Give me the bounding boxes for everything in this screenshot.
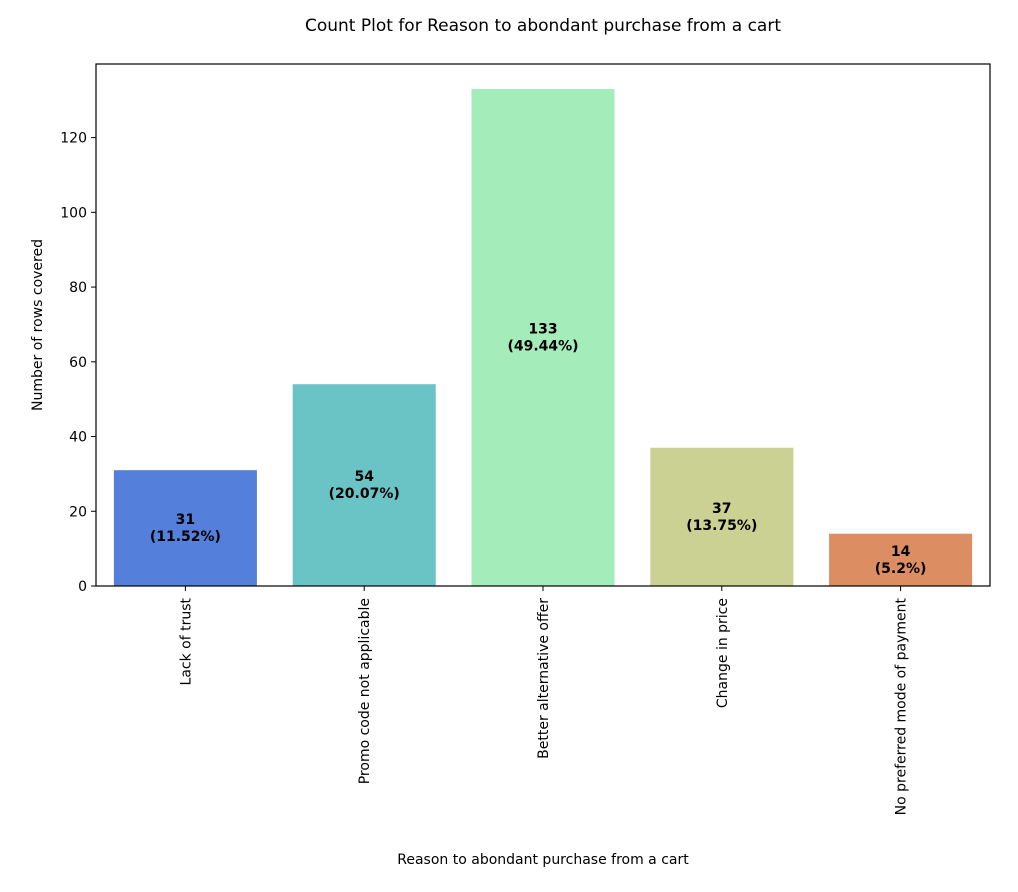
bar-percent-label: (13.75%) [686,518,757,534]
bar-percent-label: (11.52%) [150,529,221,545]
plot-frame [95,63,991,587]
y-tick-label: 0 [78,579,87,595]
bar [650,447,794,586]
x-tick-label: Better alternative offer [536,598,552,759]
bar-value-label: 14 [891,544,911,560]
chart-title: Count Plot for Reason to abondant purcha… [305,16,781,36]
x-axis-label: Reason to abondant purchase from a cart [397,852,689,868]
bar [829,533,973,586]
x-axis: Lack of trust Promo code not applicable Be… [178,586,910,816]
bar-value-label: 133 [528,322,557,338]
bar [113,470,257,586]
bar-percent-label: (20.07%) [329,486,400,502]
bar [292,384,436,586]
bar-percent-label: (5.2%) [875,561,927,577]
x-tick-label: Change in price [715,598,731,708]
y-tick-label: 20 [69,504,87,520]
y-axis-label: Number of rows covered [30,239,46,411]
y-tick-label: 40 [69,430,87,446]
x-tick-label: Promo code not applicable [357,598,373,784]
y-tick-label: 100 [60,205,87,221]
y-tick-label: 80 [69,280,87,296]
bar-value-label: 54 [354,469,374,485]
x-tick-label: No preferred mode of payment [894,598,910,816]
bar-value-label: 31 [176,512,195,528]
bars-group: 31(11.52%) 54(20.07%) 133(49.44%) 37(13.75%… [113,89,973,587]
bar-value-label: 37 [712,501,731,517]
y-tick-label: 120 [60,131,87,147]
x-tick-label: Lack of trust [178,597,194,685]
bar-percent-label: (49.44%) [507,339,578,355]
bar [471,89,615,587]
y-axis: 0 20 40 60 80 100 120 [60,131,96,595]
y-tick-label: 60 [69,355,87,371]
